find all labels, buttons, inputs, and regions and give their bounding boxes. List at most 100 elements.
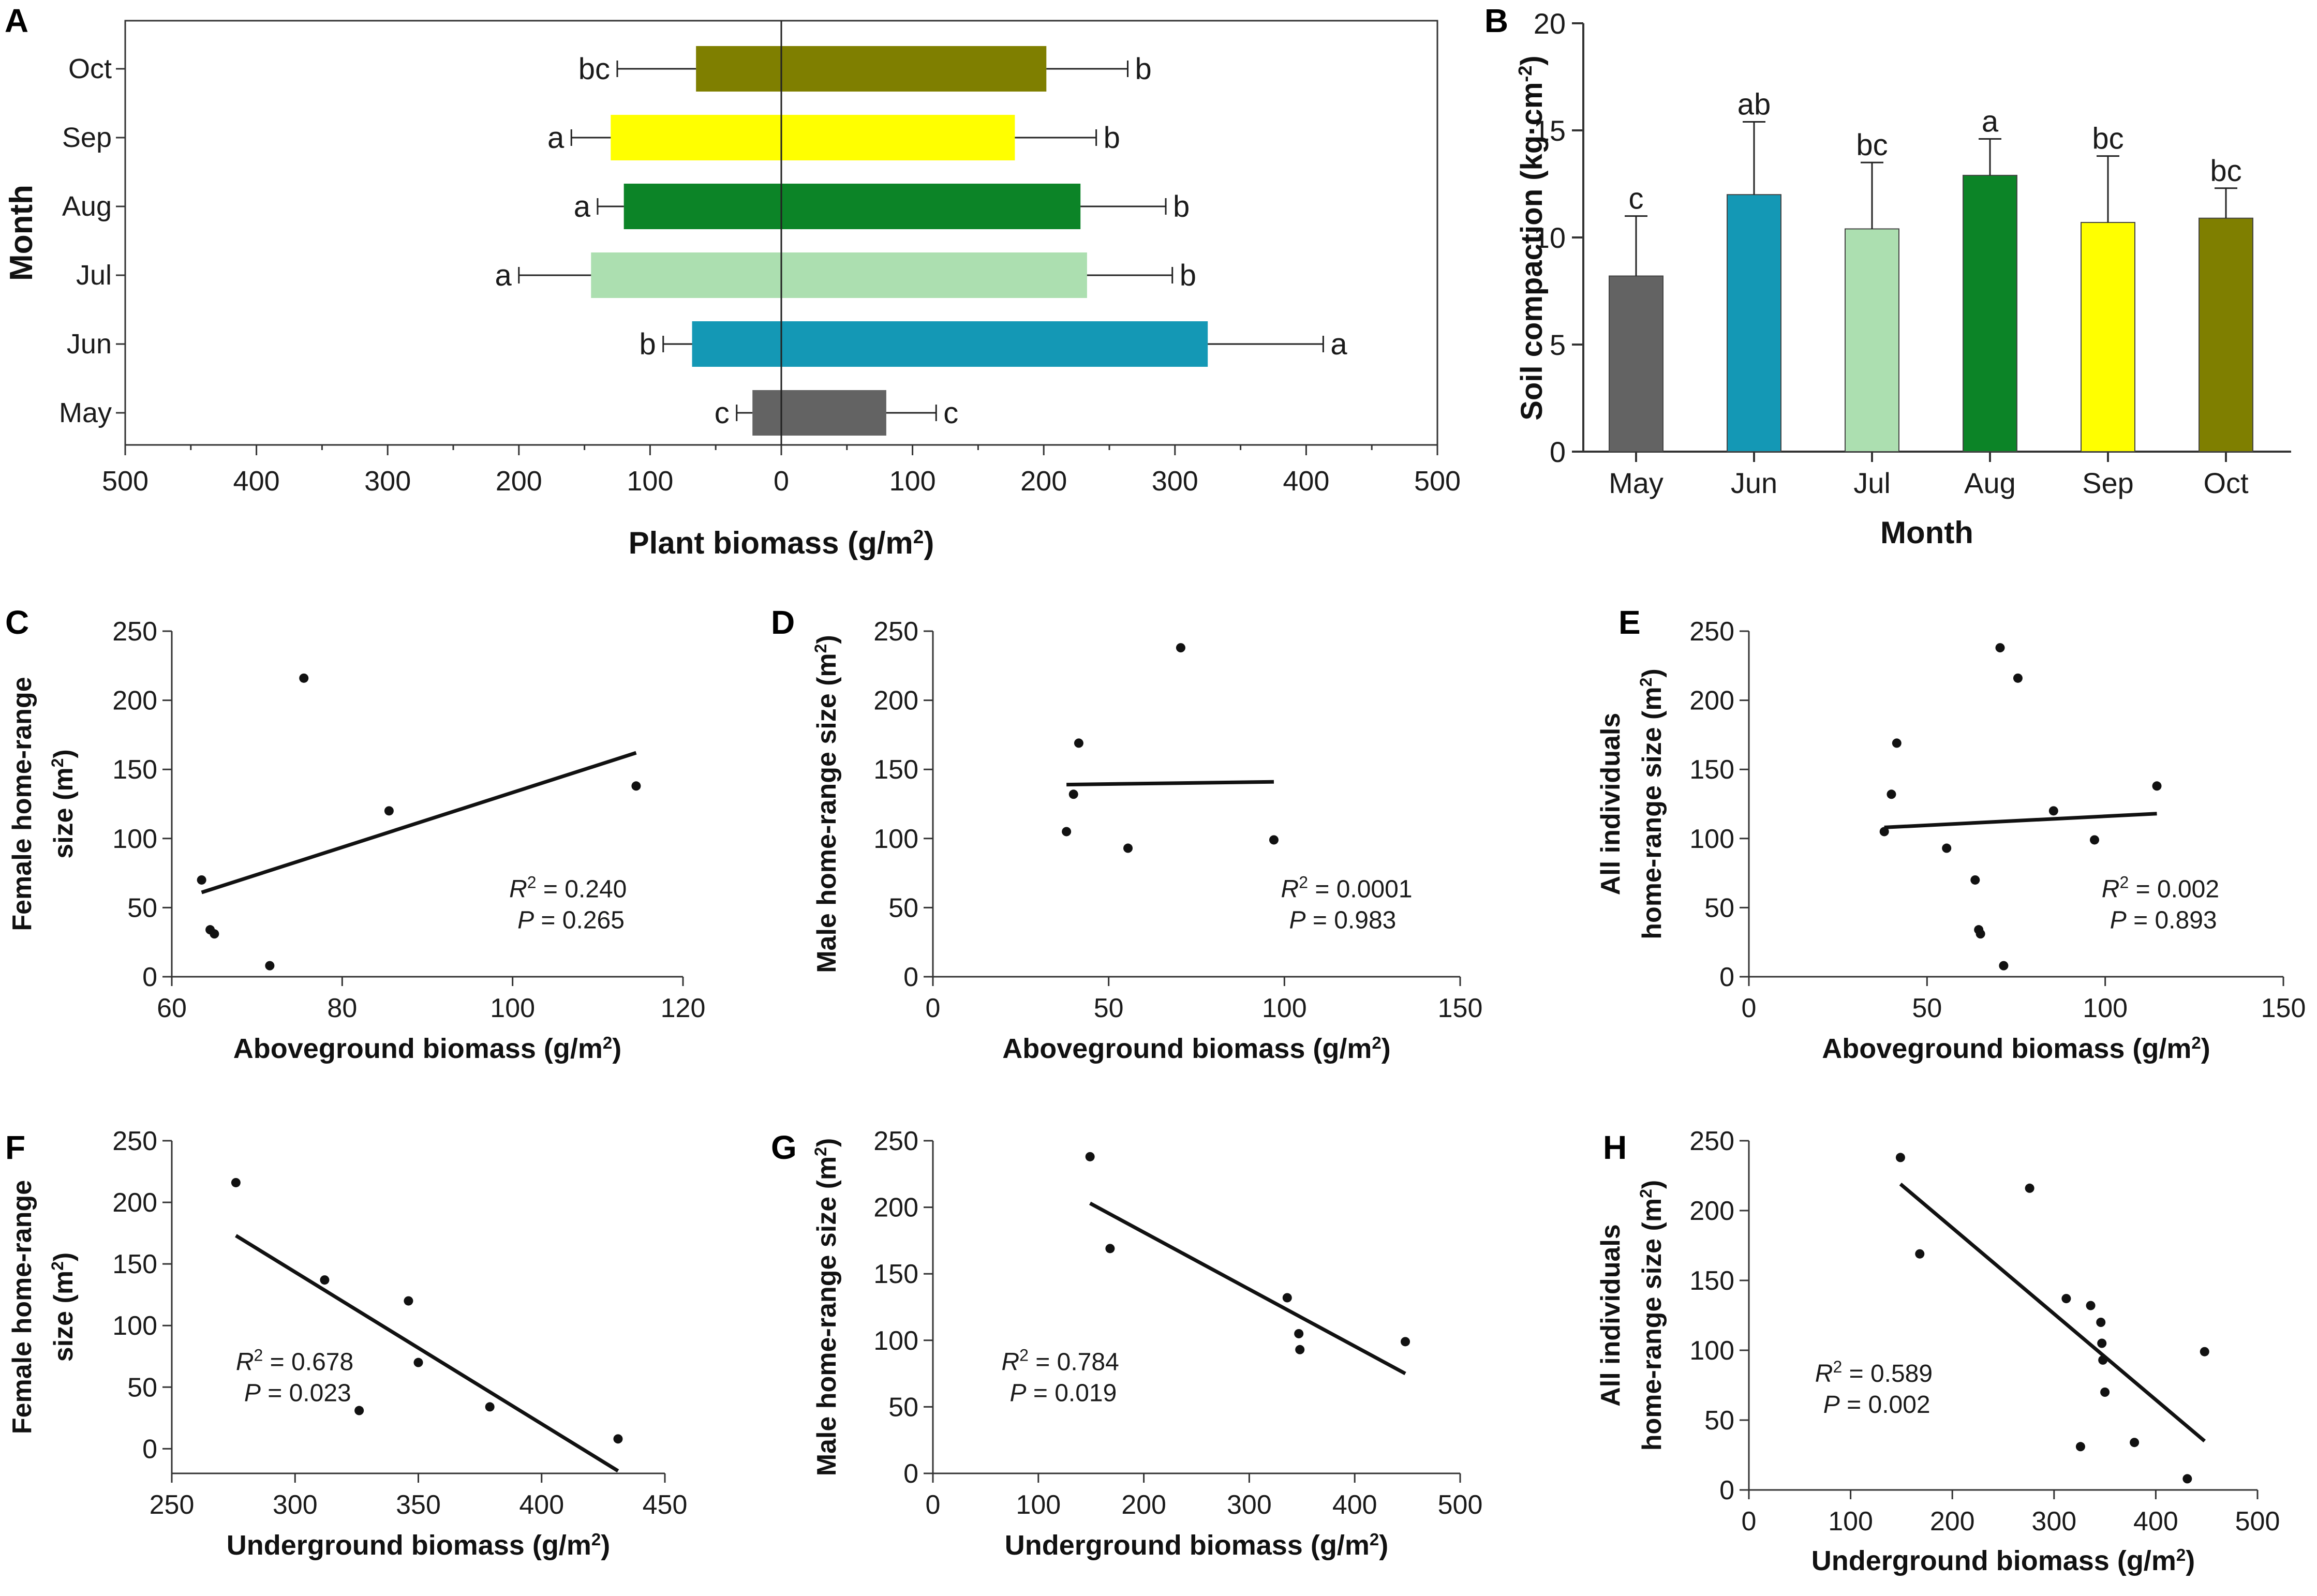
x-tick-label: 400: [233, 466, 280, 497]
y-tick-label: Aug: [62, 191, 112, 222]
sig-letter-underground-jun: b: [639, 327, 656, 361]
x-tick-label: 200: [1121, 1490, 1166, 1520]
p-value-text: = 0.023: [261, 1380, 351, 1407]
data-point: [1915, 1249, 1925, 1259]
panel-letter-e: E: [1618, 604, 1641, 641]
r-squared-sup: 2: [1299, 873, 1308, 891]
x-tick-label: 300: [2031, 1506, 2076, 1537]
x-tick-label: 0: [926, 1490, 941, 1520]
data-point: [1074, 738, 1083, 748]
data-point: [354, 1406, 364, 1415]
x-axis-title-f-end: ): [601, 1530, 610, 1561]
y-tick-label: 200: [873, 1193, 918, 1223]
panel-letter-g: G: [771, 1129, 797, 1166]
data-point: [210, 929, 219, 939]
x-tick-label: 200: [1020, 466, 1067, 497]
fit-line: [1899, 1183, 2206, 1443]
y-axis-title: Month: [4, 185, 39, 281]
y-axis-title-f-line2-end: ): [49, 1252, 79, 1261]
y-tick-label: 200: [1689, 686, 1734, 716]
sig-letter-aboveground-oct: b: [1135, 52, 1152, 86]
p-value: P = 0.265: [517, 906, 625, 934]
x-tick-label: 100: [889, 466, 936, 497]
y-axis-title-f-line2: size (m2): [48, 1252, 79, 1362]
y-tick-label: 150: [1689, 1266, 1734, 1296]
x-axis-title-e-text: Aboveground biomass (g/m: [1822, 1033, 2191, 1064]
y-tick-label: Jul: [76, 260, 112, 291]
y-axis-title-h-line2-sup: 2: [1637, 1189, 1655, 1198]
x-tick-label: 100: [627, 466, 673, 497]
p-value: P = 0.002: [1823, 1391, 1930, 1419]
fit-line: [1066, 780, 1274, 787]
r-squared-sup: 2: [2119, 873, 2129, 891]
x-axis-title-f: Underground biomass (g/m2): [227, 1530, 610, 1561]
data-point: [2097, 1338, 2107, 1348]
r-squared-symbol: R: [2102, 875, 2120, 903]
data-point: [1176, 643, 1185, 653]
y-axis-title-d-end: ): [812, 635, 842, 644]
x-tick-label: 500: [1414, 466, 1461, 497]
data-point: [2048, 806, 2058, 816]
y-axis-title-h-line2: home-range size (m2): [1637, 1180, 1667, 1451]
p-value-symbol: P: [517, 906, 534, 934]
x-tick-label: 400: [1283, 466, 1329, 497]
x-tick-label: 50: [1912, 993, 1942, 1023]
y-tick-label: 150: [112, 1249, 157, 1279]
data-point: [299, 673, 309, 683]
x-axis-title-g-end: ): [1379, 1530, 1388, 1561]
y-tick-label: Jun: [67, 329, 112, 360]
y-axis-title-h-line2-text: home-range size (m: [1637, 1198, 1667, 1451]
y-tick-label: 10: [1534, 221, 1566, 254]
data-point: [2086, 1301, 2096, 1310]
data-point: [1976, 929, 1985, 939]
fit-line: [1884, 812, 2157, 829]
bar-aboveground-oct: [781, 46, 1047, 92]
fit-line: [1089, 1201, 1406, 1376]
sig-letter-aboveground-jul: b: [1180, 259, 1196, 292]
p-value-text: = 0.983: [1306, 906, 1397, 934]
x-axis-title-h: Underground biomass (g/m2): [1811, 1545, 2195, 1577]
panel-b: B 0 5 10 15 20 c May ab Jun bc Jul a Aug bc Sep bc Oct Mon…: [1484, 2, 2291, 550]
x-tick-label: Jul: [1853, 467, 1891, 499]
x-axis-title-h-sup: 2: [2176, 1545, 2186, 1564]
bar-may: [1609, 275, 1664, 453]
sig-letter-jul: bc: [1856, 128, 1888, 162]
data-point: [404, 1296, 413, 1306]
y-tick-label: 0: [1719, 962, 1734, 992]
data-point: [2090, 835, 2100, 845]
bar-aboveground-sep: [781, 115, 1015, 160]
r-squared-symbol: R: [1815, 1360, 1833, 1388]
r-squared-value: = 0.240: [537, 875, 627, 903]
x-tick-label: 120: [661, 993, 706, 1023]
x-axis-title-c-sup: 2: [603, 1033, 612, 1052]
r-squared-symbol: R: [509, 875, 527, 903]
y-tick-label: 100: [112, 1311, 157, 1341]
data-point: [1999, 961, 2009, 971]
r-squared: R2 = 0.589: [1815, 1358, 1933, 1388]
y-tick-label: 250: [873, 617, 918, 647]
y-tick-label: 200: [1689, 1196, 1734, 1226]
sig-letter-sep: bc: [2092, 122, 2123, 156]
bar-jul: [1845, 228, 1899, 452]
p-value: P = 0.893: [2110, 906, 2217, 934]
x-tick-label: 350: [396, 1490, 441, 1520]
bar-aug: [1963, 174, 2017, 452]
y-axis-title-c-line2-text: size (m: [49, 767, 79, 858]
r-squared-value: = 0.678: [263, 1349, 353, 1376]
x-tick-label: Sep: [2082, 467, 2134, 499]
y-tick-label: 0: [1719, 1475, 1734, 1505]
x-tick-label: 300: [273, 1490, 318, 1520]
bar-aboveground-may: [781, 390, 886, 436]
data-point: [1879, 827, 1889, 837]
y-axis-title-f-line2-text: size (m: [49, 1271, 79, 1362]
sig-letter-aboveground-aug: b: [1173, 190, 1190, 223]
x-axis-title-end: ): [924, 526, 934, 560]
data-point: [2061, 1294, 2071, 1304]
y-axis-title-d: Male home-range size (m2): [811, 635, 842, 973]
y-axis-title-f-line1: Female home-range: [7, 1180, 37, 1434]
data-point: [197, 875, 206, 885]
y-tick-label: May: [59, 397, 112, 428]
x-tick-label: 0: [774, 466, 789, 497]
